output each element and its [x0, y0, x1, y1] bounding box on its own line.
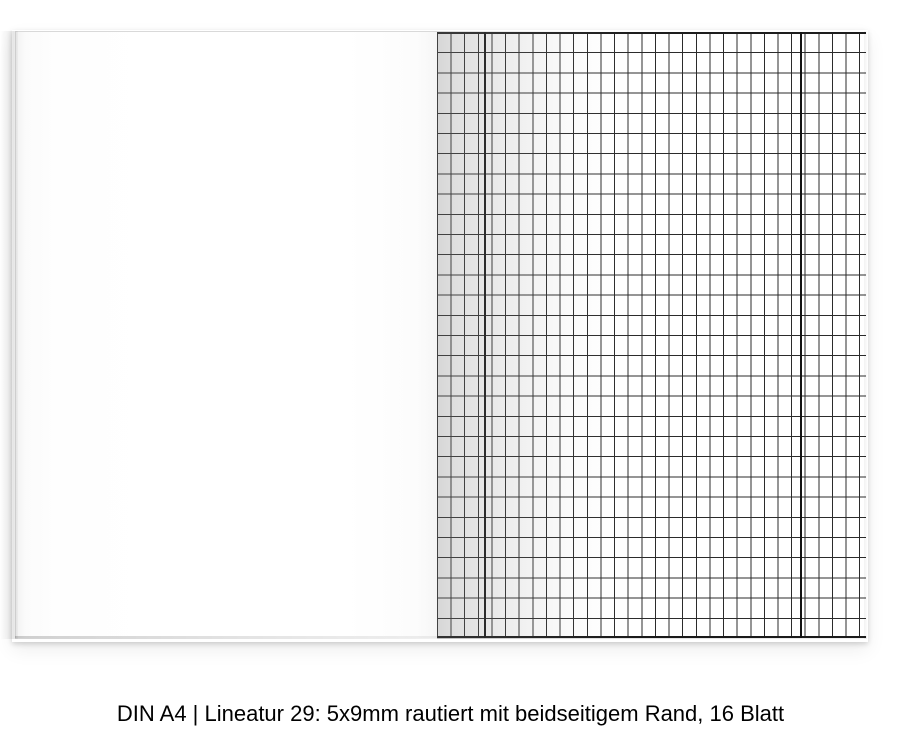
margin-rule-left	[484, 32, 486, 638]
blank-page	[15, 31, 437, 638]
grid-top-border	[437, 32, 866, 34]
margin-rule-right	[800, 32, 802, 638]
caption: DIN A4 | Lineatur 29: 5x9mm rautiert mit…	[0, 700, 901, 728]
notebook-photo	[0, 31, 868, 639]
grid-bottom-border	[437, 636, 866, 638]
grid-ruling	[437, 32, 866, 638]
grid-page	[437, 31, 866, 639]
blank-page-bottom-edge	[15, 636, 439, 639]
spine-shadow	[0, 31, 18, 639]
grid-page-outer-edge	[864, 31, 868, 639]
caption-text: DIN A4 | Lineatur 29: 5x9mm rautiert mit…	[116, 701, 785, 726]
grid-page-bottom-edge	[437, 636, 867, 639]
